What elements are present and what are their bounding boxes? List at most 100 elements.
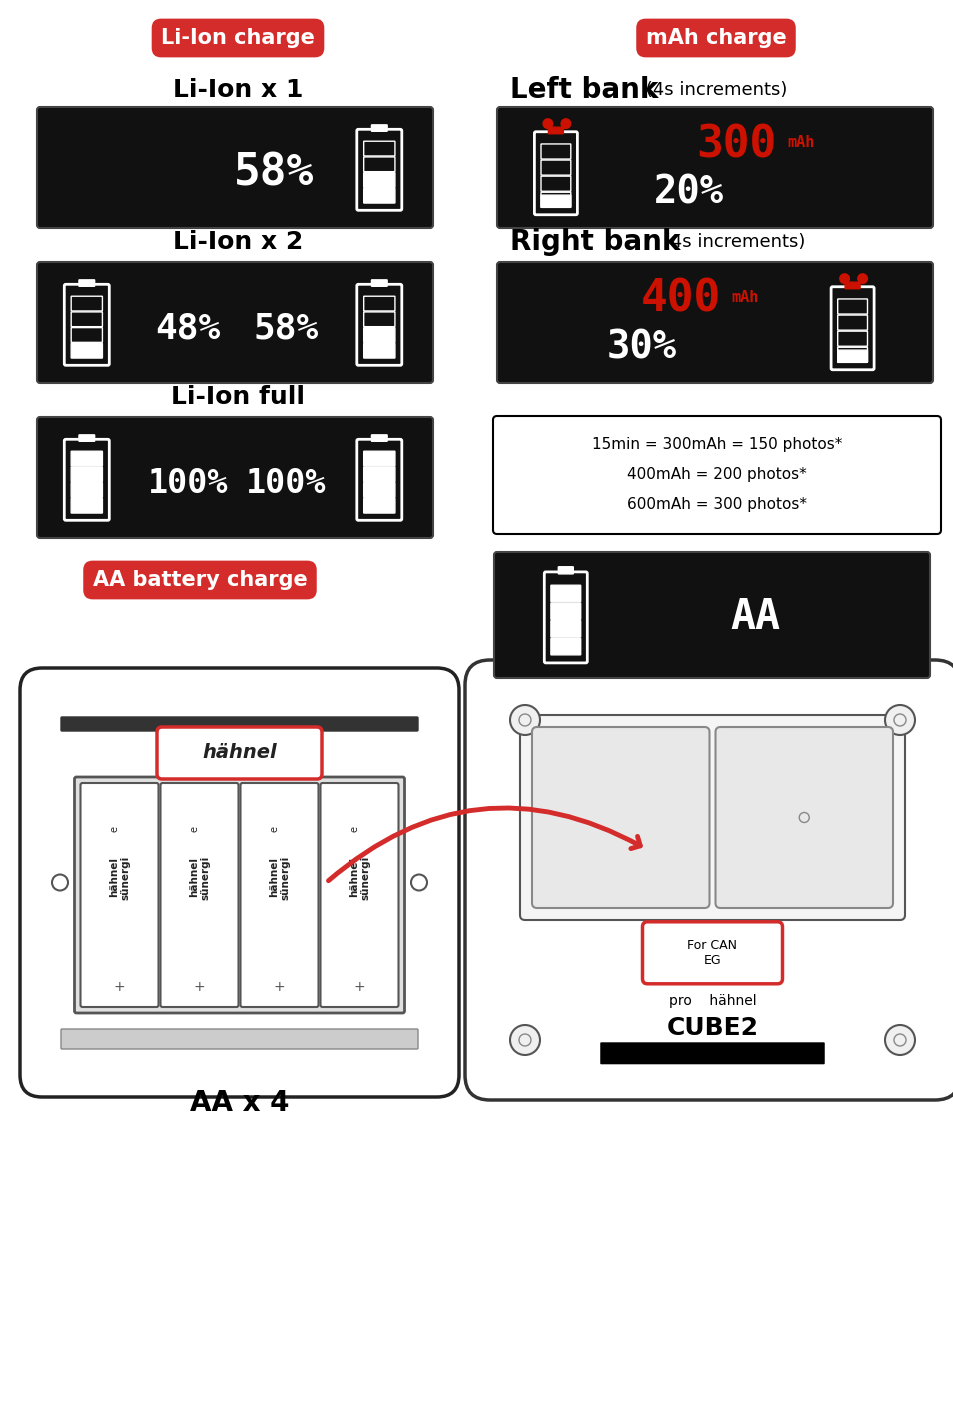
Circle shape	[839, 274, 848, 283]
Text: For CAN
EG: For CAN EG	[687, 939, 737, 967]
FancyBboxPatch shape	[37, 262, 433, 383]
FancyBboxPatch shape	[363, 188, 395, 203]
Text: hähnel
sünergi: hähnel sünergi	[349, 856, 370, 899]
Text: Li-Ion full: Li-Ion full	[171, 384, 305, 410]
Text: hähnel
sünergi: hähnel sünergi	[269, 856, 290, 899]
FancyBboxPatch shape	[493, 417, 940, 535]
FancyBboxPatch shape	[160, 783, 238, 1007]
Text: e: e	[269, 826, 279, 832]
FancyBboxPatch shape	[363, 344, 395, 358]
Text: hähnel
sünergi: hähnel sünergi	[189, 856, 210, 899]
FancyBboxPatch shape	[71, 483, 102, 497]
FancyBboxPatch shape	[519, 716, 904, 920]
Text: Right bank: Right bank	[510, 229, 679, 255]
FancyBboxPatch shape	[497, 107, 932, 229]
FancyBboxPatch shape	[532, 727, 709, 908]
FancyBboxPatch shape	[497, 262, 932, 383]
FancyBboxPatch shape	[599, 1042, 824, 1065]
Circle shape	[510, 704, 539, 735]
FancyBboxPatch shape	[61, 1028, 417, 1049]
Text: +: +	[274, 981, 285, 995]
Text: +: +	[193, 981, 205, 995]
Text: Left bank: Left bank	[510, 76, 658, 104]
Text: 600mAh = 300 photos*: 600mAh = 300 photos*	[626, 498, 806, 512]
Text: Li-Ion x 1: Li-Ion x 1	[172, 79, 303, 102]
FancyBboxPatch shape	[79, 279, 94, 286]
FancyBboxPatch shape	[371, 279, 387, 286]
FancyBboxPatch shape	[157, 727, 322, 779]
Text: 15min = 300mAh = 150 photos*: 15min = 300mAh = 150 photos*	[591, 438, 841, 453]
Text: 400mAh = 200 photos*: 400mAh = 200 photos*	[626, 467, 806, 483]
Text: +: +	[354, 981, 365, 995]
FancyBboxPatch shape	[71, 498, 102, 513]
Circle shape	[411, 874, 427, 891]
FancyBboxPatch shape	[37, 417, 433, 537]
Text: e: e	[190, 826, 199, 832]
Text: 100%: 100%	[245, 467, 326, 499]
FancyBboxPatch shape	[363, 498, 395, 513]
FancyBboxPatch shape	[550, 638, 580, 655]
FancyBboxPatch shape	[61, 717, 417, 731]
Text: (4s increments): (4s increments)	[639, 81, 786, 100]
FancyBboxPatch shape	[240, 783, 318, 1007]
Text: mAh: mAh	[786, 135, 814, 150]
FancyBboxPatch shape	[837, 351, 866, 362]
Circle shape	[560, 119, 570, 129]
Text: 300: 300	[696, 123, 776, 166]
FancyBboxPatch shape	[550, 620, 580, 637]
Text: 400: 400	[639, 278, 720, 321]
Text: AA battery charge: AA battery charge	[92, 570, 307, 591]
FancyBboxPatch shape	[71, 452, 102, 466]
Text: e: e	[110, 826, 119, 832]
Text: 20%: 20%	[654, 174, 723, 212]
Text: hähnel: hähnel	[202, 744, 276, 762]
FancyBboxPatch shape	[641, 922, 781, 984]
FancyBboxPatch shape	[37, 107, 433, 229]
FancyBboxPatch shape	[363, 467, 395, 481]
Circle shape	[884, 1026, 914, 1055]
Circle shape	[510, 1026, 539, 1055]
FancyBboxPatch shape	[363, 328, 395, 342]
Text: Li-Ion charge: Li-Ion charge	[161, 28, 314, 48]
FancyBboxPatch shape	[548, 128, 563, 133]
Text: CUBE2: CUBE2	[666, 1016, 758, 1040]
Text: AA: AA	[729, 596, 780, 638]
Circle shape	[884, 704, 914, 735]
Circle shape	[857, 274, 866, 283]
FancyBboxPatch shape	[71, 467, 102, 481]
FancyBboxPatch shape	[320, 783, 398, 1007]
Text: Li-Ion x 2: Li-Ion x 2	[172, 230, 303, 254]
FancyBboxPatch shape	[558, 567, 573, 574]
Text: 100%: 100%	[148, 467, 228, 499]
FancyBboxPatch shape	[464, 659, 953, 1100]
FancyBboxPatch shape	[71, 344, 102, 358]
Text: mAh charge: mAh charge	[645, 28, 785, 48]
FancyBboxPatch shape	[79, 435, 94, 442]
Text: 58%: 58%	[253, 311, 318, 345]
FancyBboxPatch shape	[844, 282, 860, 289]
FancyBboxPatch shape	[371, 125, 387, 132]
Text: AA x 4: AA x 4	[190, 1089, 289, 1117]
Circle shape	[542, 119, 552, 129]
Text: 48%: 48%	[155, 311, 220, 345]
FancyBboxPatch shape	[550, 603, 580, 620]
Text: 30%: 30%	[606, 328, 677, 366]
Text: +: +	[113, 981, 125, 995]
Text: 58%: 58%	[233, 152, 314, 195]
FancyBboxPatch shape	[715, 727, 892, 908]
Circle shape	[52, 874, 68, 891]
FancyBboxPatch shape	[363, 173, 395, 188]
FancyBboxPatch shape	[363, 452, 395, 466]
Text: pro    hähnel: pro hähnel	[668, 993, 756, 1007]
FancyBboxPatch shape	[20, 668, 458, 1097]
Text: (4s increments): (4s increments)	[658, 233, 804, 251]
FancyBboxPatch shape	[371, 435, 387, 442]
Text: hähnel
sünergi: hähnel sünergi	[109, 856, 131, 899]
FancyBboxPatch shape	[363, 483, 395, 497]
Text: mAh: mAh	[731, 289, 758, 304]
FancyBboxPatch shape	[74, 777, 404, 1013]
FancyBboxPatch shape	[494, 551, 929, 678]
Text: e: e	[349, 826, 359, 832]
FancyBboxPatch shape	[550, 585, 580, 602]
FancyBboxPatch shape	[540, 195, 570, 208]
